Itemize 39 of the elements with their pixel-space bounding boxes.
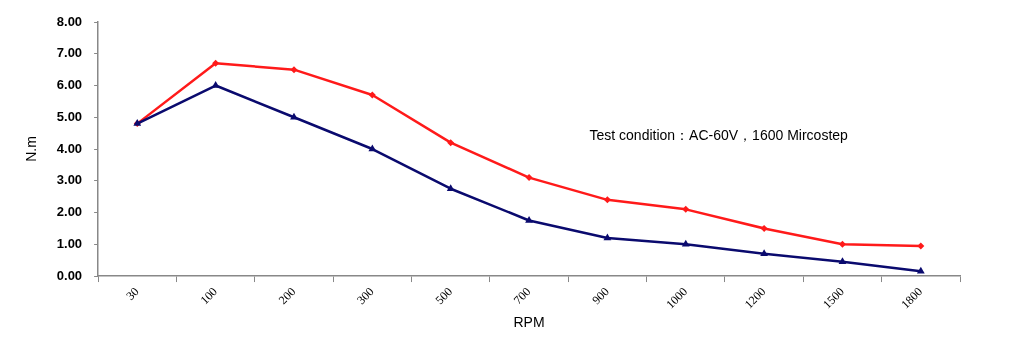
point [603, 196, 611, 204]
point [916, 266, 925, 274]
point [603, 233, 612, 241]
point [211, 81, 220, 88]
point [290, 66, 298, 74]
y-tick-label: 1.00 [56, 235, 83, 251]
y-tick-label: 6.00 [56, 77, 83, 93]
y-tick-label: 3.00 [56, 172, 83, 188]
point [682, 205, 690, 213]
point [838, 240, 846, 248]
y-tick-label: 0.00 [56, 267, 83, 283]
point [917, 242, 925, 250]
point [525, 174, 533, 182]
x-tick-label: 300 [354, 284, 377, 308]
y-axis-title: N.m [23, 136, 40, 162]
x-tick-label: 30 [123, 284, 142, 303]
point [681, 239, 690, 247]
point [290, 112, 298, 120]
y-tick-label: 5.00 [56, 108, 83, 124]
x-tick-label: 900 [589, 284, 612, 308]
point [760, 249, 769, 257]
annotation: Test condition：AC-60V，1600 Mircostep [589, 127, 849, 144]
point [368, 91, 376, 99]
point [212, 59, 220, 67]
x-tick-label: 100 [197, 284, 220, 308]
point [447, 139, 455, 147]
x-tick-label: 700 [510, 284, 534, 308]
y-tick-label: 2.00 [56, 204, 83, 220]
point [838, 257, 847, 265]
x-tick-label: 500 [432, 284, 456, 308]
x-axis-title: RPM [513, 314, 545, 331]
y-tick-label: 7.00 [56, 45, 83, 61]
y-tick-label: 4.00 [56, 140, 83, 156]
point [760, 224, 768, 232]
point [368, 144, 377, 152]
x-tick-label: 200 [275, 284, 299, 308]
point [446, 184, 455, 191]
y-tick-label: 8.00 [56, 13, 83, 29]
point [525, 215, 533, 223]
